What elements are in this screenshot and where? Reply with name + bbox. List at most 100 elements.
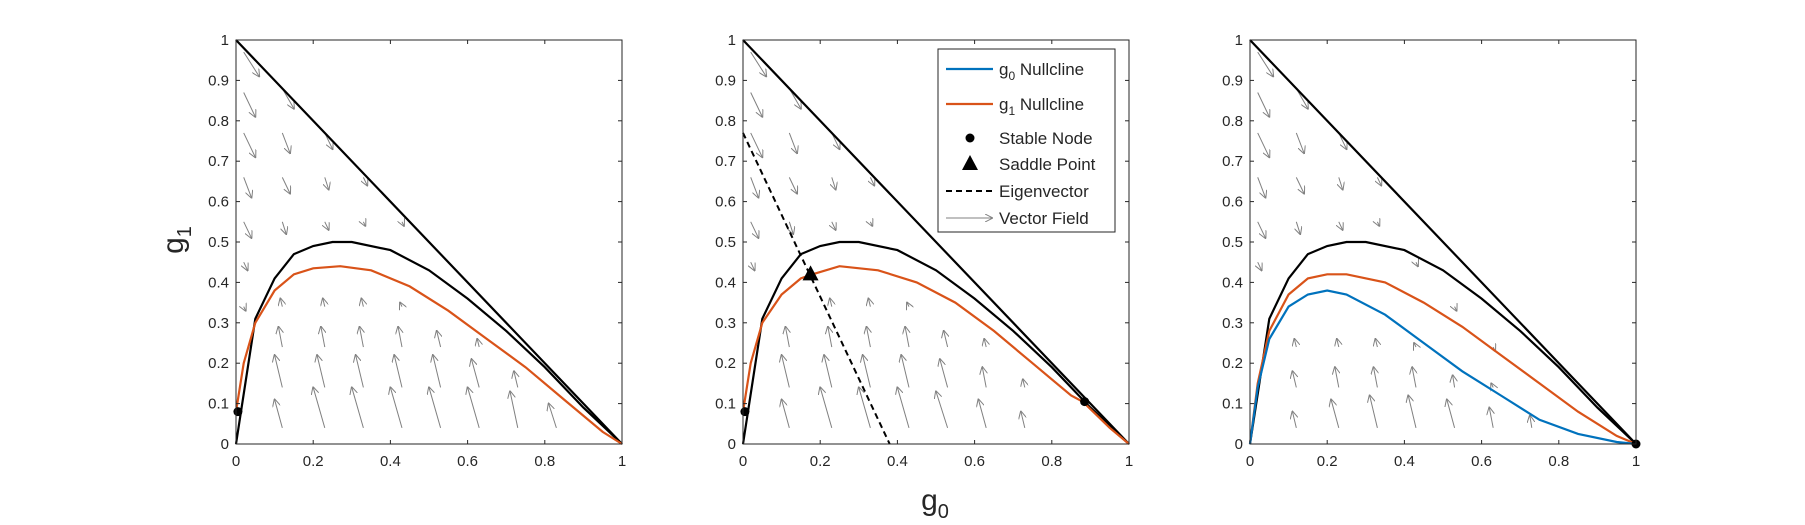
x-tick-label: 0: [739, 453, 747, 470]
boundary-diagonal-line: [1249, 39, 1637, 445]
y-tick-label: 0.5: [208, 234, 229, 251]
vector-field-arrow: [1292, 412, 1296, 428]
g0-nullcline-line: [1248, 289, 1637, 446]
vector-field-arrow: [750, 51, 766, 76]
vector-field-arrow: [870, 222, 872, 226]
vector-field-arrow: [982, 367, 986, 388]
vector-field-arrow: [832, 177, 836, 189]
vector-field-arrow: [433, 355, 442, 388]
legend-entry-eig: Eigenvector: [946, 182, 1089, 201]
vector-field-arrow: [1453, 375, 1455, 388]
vector-field-arrow: [750, 177, 759, 197]
eigenvector-line: [742, 132, 891, 445]
vector-field-arrow: [243, 177, 252, 197]
x-tick-label: 0.8: [1041, 453, 1062, 470]
vector-field-arrow: [1023, 379, 1025, 388]
vector-field-arrow: [1257, 132, 1270, 157]
vector-field-arrow: [940, 359, 949, 388]
x-tick-label: 1: [1632, 453, 1640, 470]
legend-label: Vector Field: [999, 209, 1089, 228]
vector-field-arrow: [1455, 307, 1457, 311]
x-axis-title: g0: [921, 484, 949, 523]
y-tick-label: 1: [728, 32, 736, 49]
vector-field-arrow: [281, 132, 290, 153]
y-tick-label: 0.9: [208, 72, 229, 89]
vector-field-arrow: [402, 222, 404, 226]
x-tick-label: 0.4: [1394, 453, 1415, 470]
y-tick-label: 1: [221, 32, 229, 49]
vector-field-arrow: [820, 387, 833, 428]
vector-field-arrow: [1331, 400, 1340, 428]
x-tick-label: 0.8: [1548, 453, 1569, 470]
vector-field-arrow: [352, 387, 364, 428]
y-tick-label: 0.2: [1222, 355, 1243, 372]
vector-field-arrow: [901, 355, 910, 388]
legend-swatch: [965, 133, 975, 143]
vector-field-arrow: [514, 371, 518, 388]
vector-field-arrow: [325, 177, 329, 189]
vector-field-arrow: [828, 327, 832, 348]
legend-entry-saddle: Saddle Point: [962, 155, 1096, 174]
stable-node-marker: [1080, 397, 1090, 407]
vector-field-arrow: [549, 404, 557, 428]
y-tick-label: 0.8: [208, 113, 229, 130]
vector-field-arrow: [859, 387, 871, 428]
y-tick-label: 0: [1235, 436, 1243, 453]
panel-left: 0 0.2 0.4 0.6 0.8 1 0 0.1 0.2 0.3 0.4 0.5 0.6 0.7 0.8 0…: [208, 32, 626, 470]
vector-field-arrow: [863, 355, 871, 388]
vector-field-arrow: [824, 355, 833, 388]
legend-label: Saddle Point: [999, 155, 1096, 174]
vector-field-arrow: [1447, 400, 1456, 428]
x-tick-label: 0.2: [810, 453, 831, 470]
y-tick-label: 0.6: [208, 194, 229, 211]
x-tick-label: 0.2: [303, 453, 324, 470]
y-tick-label: 0.5: [1222, 234, 1243, 251]
vector-field-arrow: [1257, 51, 1273, 76]
vector-field-arrow: [325, 221, 329, 230]
vector-field-arrow: [750, 221, 759, 238]
vector-field-arrow: [1335, 367, 1339, 388]
vector-field-arrow: [788, 132, 797, 153]
vector-field-arrow: [471, 359, 480, 388]
vector-field-arrow: [897, 387, 910, 428]
vector-field-arrow: [750, 92, 763, 117]
vector-field-arrow: [321, 327, 325, 348]
x-tick-label: 1: [1125, 453, 1133, 470]
vector-field-arrow: [1412, 367, 1416, 388]
vector-field-arrow: [785, 327, 789, 348]
legend-label: g1 Nullcline: [999, 95, 1084, 118]
y-axis-title: g1: [157, 226, 196, 254]
vector-field-arrow: [281, 177, 290, 193]
y-tick-label: 0: [728, 436, 736, 453]
y-tick-label: 0.3: [208, 315, 229, 332]
x-tick-label: 1: [618, 453, 626, 470]
vector-field-arrow: [1292, 371, 1296, 388]
legend-entry-vf: Vector Field: [946, 209, 1089, 228]
y-tick-label: 0.7: [208, 153, 229, 170]
y-tick-label: 0.4: [715, 274, 736, 291]
vector-field-arrow: [1408, 396, 1417, 428]
vector-field-arrow: [243, 132, 256, 157]
boundary-diagonal-line: [235, 39, 623, 445]
vector-field-arrow: [1370, 396, 1378, 428]
vector-field-arrow: [361, 299, 363, 307]
vector-field-arrow: [832, 221, 836, 230]
legend-label: g0 Nullcline: [999, 60, 1084, 83]
vector-field-arrow: [243, 51, 259, 76]
x-tick-label: 0.2: [1317, 453, 1338, 470]
vector-field-arrow: [867, 327, 871, 348]
vector-field-arrow: [907, 303, 909, 307]
y-tick-label: 0.8: [715, 113, 736, 130]
y-tick-label: 0.9: [715, 72, 736, 89]
g1-nullcline-line: [741, 265, 1130, 445]
boundary-curve-line: [741, 240, 1130, 445]
vector-field-arrow: [905, 327, 909, 348]
legend: g0 Nullcline g1 Nullcline Stable Node Saddl…: [937, 48, 1116, 233]
vector-field-arrow: [782, 355, 790, 388]
vector-field-arrow: [868, 299, 870, 307]
vector-field-arrow: [1530, 416, 1532, 428]
vector-field-arrow: [978, 400, 987, 428]
y-tick-label: 0.8: [1222, 113, 1243, 130]
vector-field-arrow: [363, 222, 365, 226]
